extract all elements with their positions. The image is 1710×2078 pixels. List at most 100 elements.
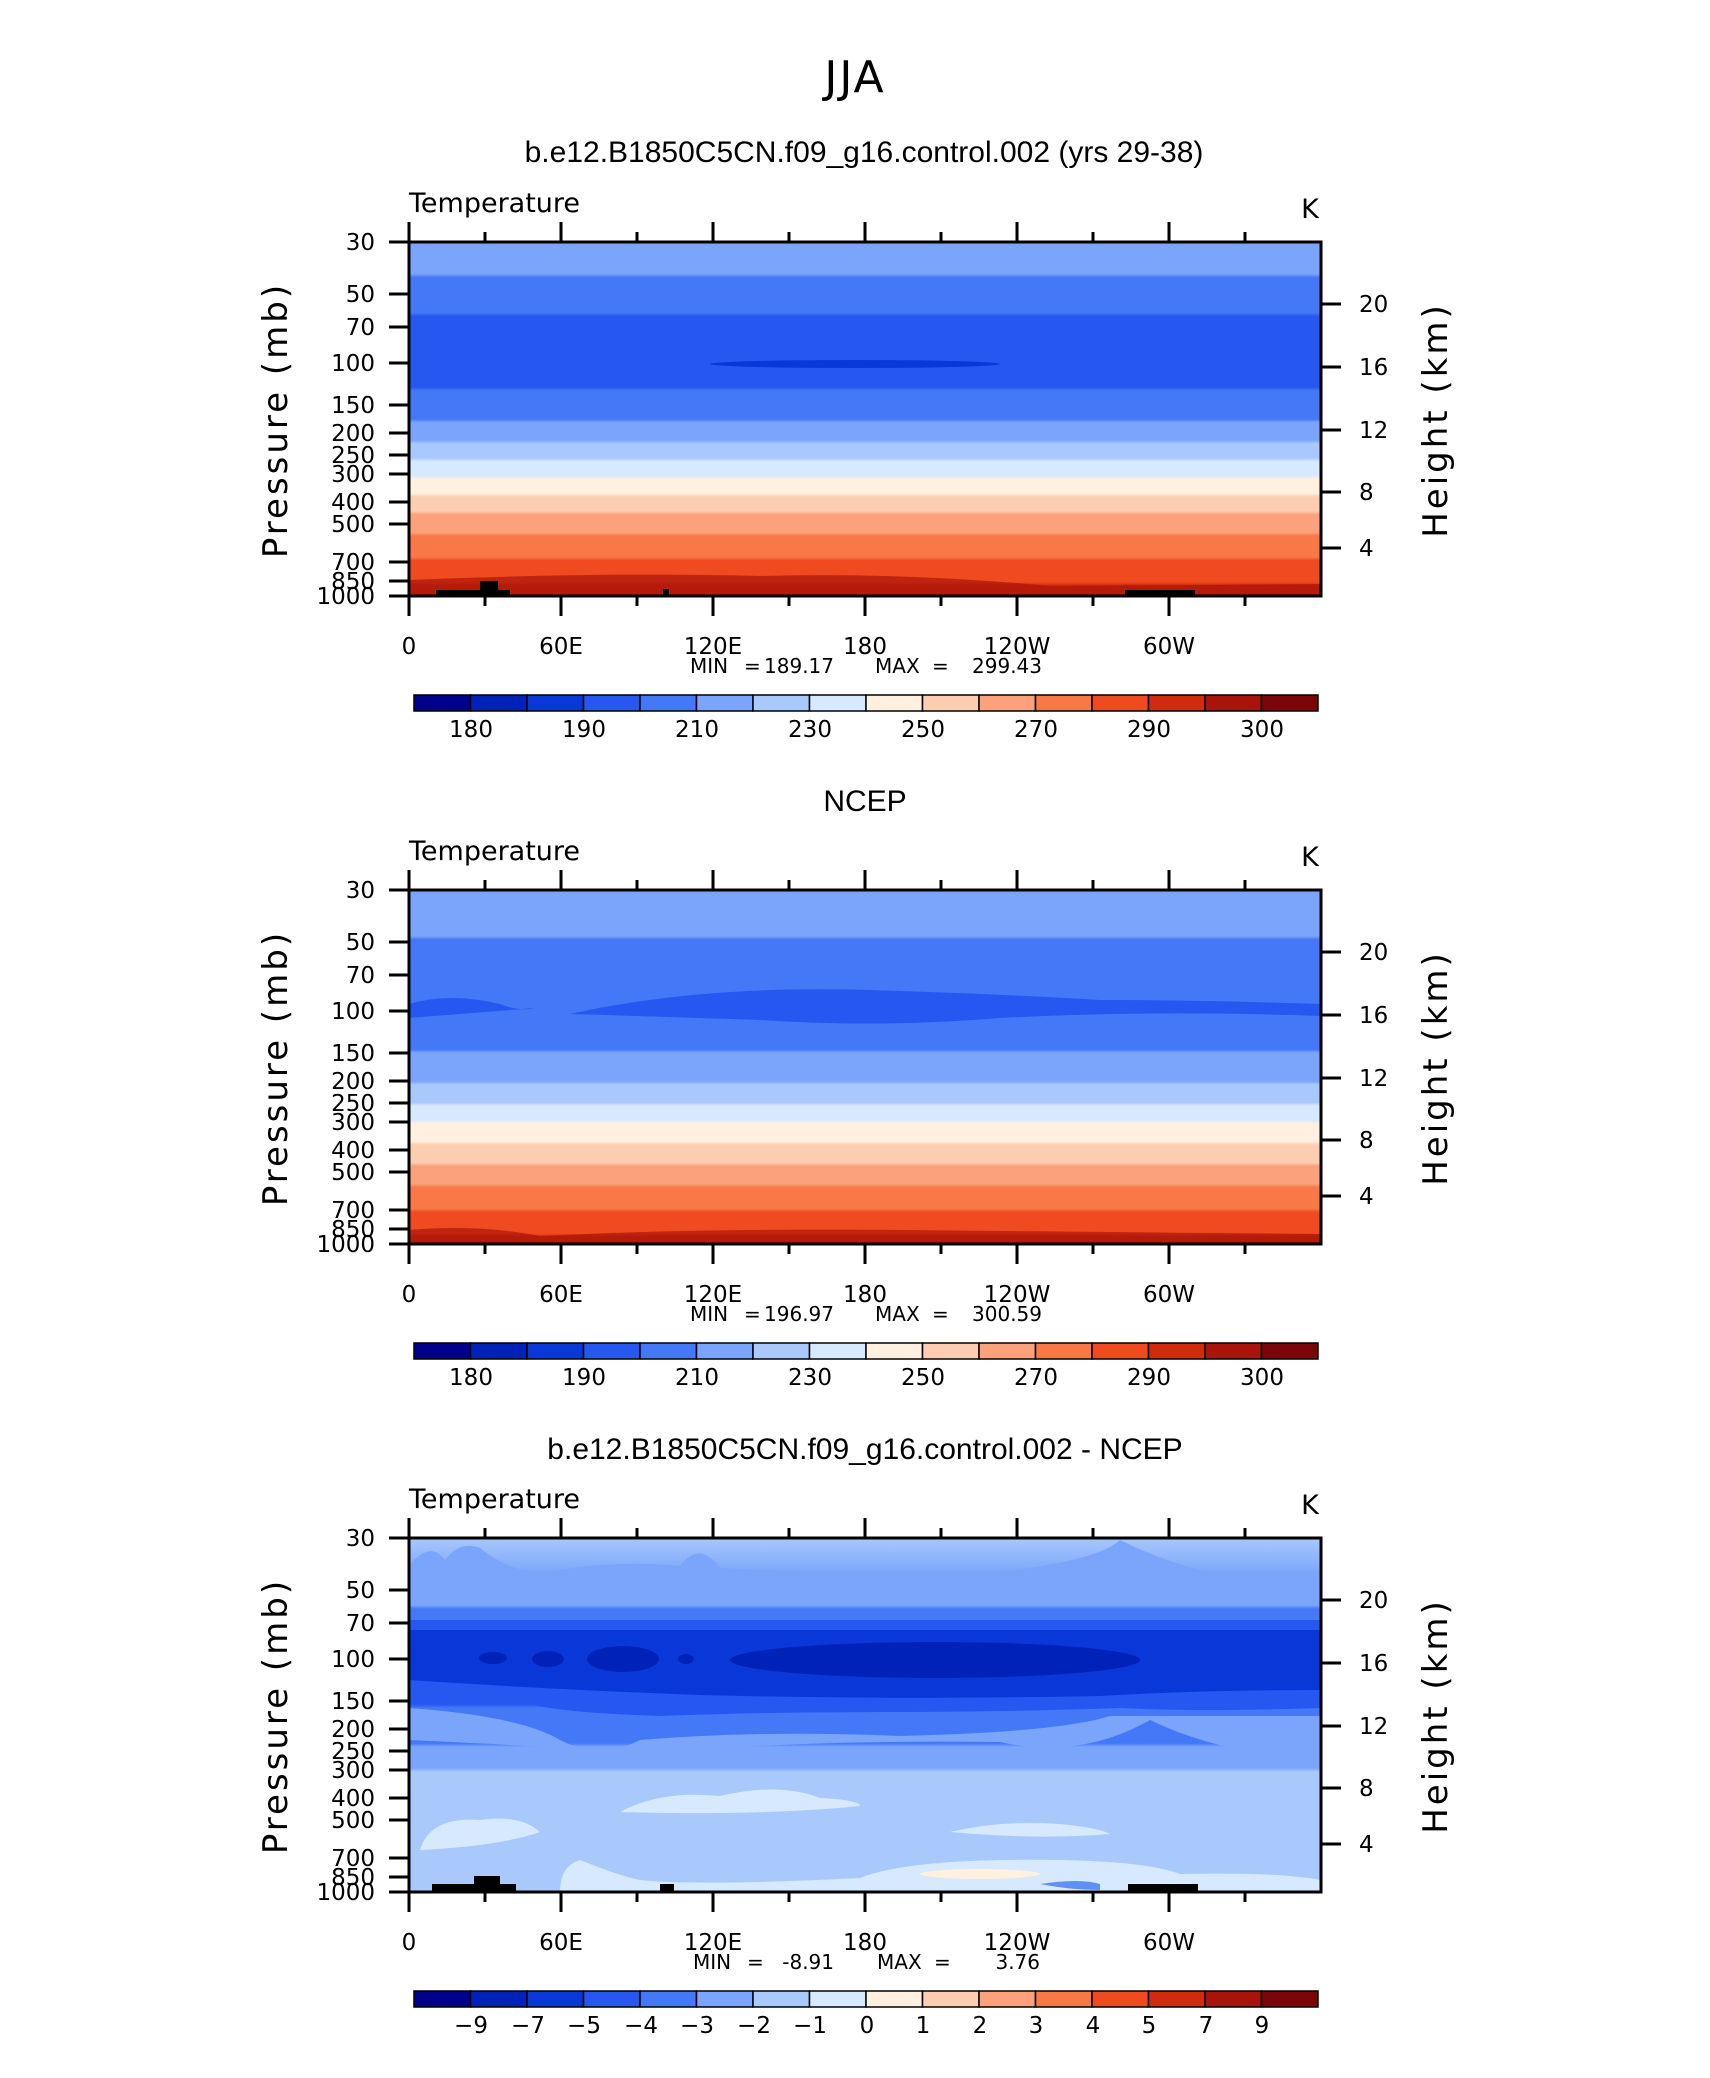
colorbar-label: 9 (1255, 2013, 1270, 2039)
y-tick-label: 70 (346, 315, 375, 341)
panel-title: b.e12.B1850C5CN.f09_g16.control.002 - NC… (547, 1433, 1182, 1466)
colorbar-label: −5 (567, 2013, 601, 2039)
contour-positive-region (420, 1818, 540, 1850)
contour-tongue (409, 1540, 1321, 1600)
colorbar-swatch (921, 1342, 980, 1360)
contour-min-region (409, 998, 535, 1018)
y-tick-label: 500 (331, 1160, 375, 1186)
x-tick-label: 60E (539, 634, 583, 660)
colorbar-label: 230 (788, 717, 832, 743)
y-right-tick-labels: 20 16 12 8 4 (1359, 940, 1388, 1210)
colorbar-swatch (921, 1990, 980, 2008)
colorbar-labels: 180 190 210 230 250 270 290 300 (449, 1365, 1284, 1391)
colorbar-labels: 180 190 210 230 250 270 290 300 (449, 717, 1284, 743)
x-tick-label: 60E (539, 1282, 583, 1308)
colorbar-label: 300 (1240, 1365, 1284, 1391)
y-tick-labels: 30 50 70 100 150 200 250 300 400 500 700… (316, 878, 375, 1258)
colorbar-label: −7 (511, 2013, 545, 2039)
y-tick-label: 400 (331, 1138, 375, 1164)
panel-ncep: NCEP Temperature K Pressure (mb) Height … (256, 785, 1456, 1391)
colorbar-swatch (978, 694, 1037, 712)
colorbar-swatch (1204, 1342, 1263, 1360)
colorbar-swatch (582, 1342, 641, 1360)
colorbar-swatch (808, 1342, 867, 1360)
y-tick-label: 200 (331, 1717, 375, 1743)
y-tick-label: 100 (331, 1647, 375, 1673)
y-tick-label: 100 (331, 351, 375, 377)
y-axis-right-title: Height (km) (1416, 302, 1456, 538)
equals-sign: = (932, 1302, 949, 1326)
contour-positive-region (620, 1789, 860, 1814)
x-tick-label: 180 (843, 634, 887, 660)
colorbar-swatch (978, 1342, 1037, 1360)
colorbar-swatch (1034, 1990, 1093, 2008)
y-axis-right-title: Height (km) (1416, 950, 1456, 1186)
y-tick-label: 250 (331, 1091, 375, 1117)
y-tick-label: 30 (346, 878, 375, 904)
x-tick-label: 120W (984, 634, 1051, 660)
colorbar-swatch (582, 1990, 641, 2008)
colorbar-swatch (469, 1990, 528, 2008)
y-tick-label: 700 (331, 1846, 375, 1872)
equals-sign: = (747, 1950, 764, 1974)
plot-area (407, 240, 1323, 598)
y-tick-label: 1000 (316, 584, 375, 610)
colorbar-label: 270 (1014, 717, 1058, 743)
x-tick-labels: 0 60E 120E 180 120W 60W (402, 1282, 1195, 1308)
contour-lower-band (409, 574, 1321, 596)
colorbar-swatch (413, 694, 472, 712)
y-right-tick-label: 16 (1359, 1003, 1388, 1029)
colorbar-swatch (865, 1342, 924, 1360)
y-tick-label: 150 (331, 1041, 375, 1067)
colorbar-label: −3 (680, 2013, 714, 2039)
y-tick-label: 850 (331, 569, 375, 595)
x-tick-labels: 0 60E 120E 180 120W 60W (402, 1930, 1195, 1956)
contour-min-core (730, 1642, 1140, 1678)
colorbar-swatch (469, 694, 528, 712)
colorbar-swatch (413, 1990, 472, 2008)
colorbar-swatch (865, 1990, 924, 2008)
x-tick-label: 120W (984, 1282, 1051, 1308)
colorbar-swatch (1204, 1990, 1263, 2008)
x-tick-label: 60W (1143, 634, 1195, 660)
colorbar-swatch (752, 1342, 811, 1360)
contour-positive-region (950, 1823, 1110, 1837)
colorbar-label: 2 (973, 2013, 988, 2039)
max-label: MAX (875, 654, 920, 678)
colorbar-swatch (639, 1342, 698, 1360)
contour-min-core (479, 1652, 507, 1664)
colorbar-label: 300 (1240, 717, 1284, 743)
y-tick-label: 250 (331, 443, 375, 469)
colorbar-swatch (526, 1342, 585, 1360)
colorbar-swatch (526, 694, 585, 712)
colorbar (413, 1342, 1319, 1360)
y-tick-label: 30 (346, 1526, 375, 1552)
topography-mask (432, 1876, 1198, 1892)
y-tick-label: 850 (331, 1217, 375, 1243)
contour-field (409, 890, 1321, 1244)
y-tick-label: 100 (331, 999, 375, 1025)
equals-sign: = (932, 654, 949, 678)
y-tick-label: 70 (346, 963, 375, 989)
y-right-tick-label: 8 (1359, 1776, 1374, 1802)
colorbar-label: 5 (1142, 2013, 1157, 2039)
colorbar-label: 270 (1014, 1365, 1058, 1391)
y-right-tick-label: 20 (1359, 1588, 1388, 1614)
x-ticks (407, 222, 1247, 616)
y-tick-label: 1000 (316, 1232, 375, 1258)
y-ticks (389, 240, 1341, 598)
contour-field (409, 242, 1321, 596)
colorbar-label: 250 (901, 717, 945, 743)
x-tick-label: 60W (1143, 1282, 1195, 1308)
x-ticks (407, 1518, 1247, 1912)
colorbar-label: 190 (562, 1365, 606, 1391)
y-right-tick-labels: 20 16 12 8 4 (1359, 1588, 1388, 1858)
units-label: K (1301, 842, 1320, 873)
max-label: MAX (875, 1302, 920, 1326)
y-right-tick-label: 8 (1359, 480, 1374, 506)
y-tick-label: 70 (346, 1611, 375, 1637)
y-tick-label: 50 (346, 282, 375, 308)
y-tick-label: 300 (331, 1758, 375, 1784)
colorbar-swatch (921, 694, 980, 712)
